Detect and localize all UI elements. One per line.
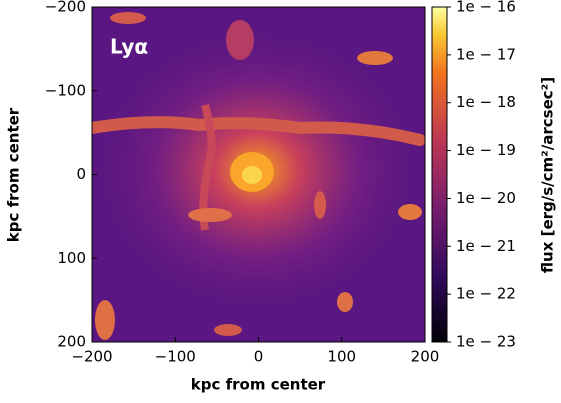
clump (337, 292, 353, 312)
clump (110, 12, 146, 24)
colorbar-tick-label: 1e − 21 (456, 237, 516, 255)
x-tick-label: 200 (411, 348, 440, 366)
colorbar (431, 6, 448, 343)
colorbar-tick-label: 1e − 18 (456, 93, 516, 111)
image (92, 7, 425, 342)
colorbar-tick-label: 1e − 23 (456, 333, 516, 351)
x-tick-label: 0 (254, 348, 264, 366)
clump (214, 324, 242, 336)
colorbar-label: flux [erg/s/cm²/arcsec²] (539, 77, 557, 273)
y-axis-label: kpc from center (5, 107, 23, 242)
colorbar-tick-label: 1e − 16 (456, 0, 516, 16)
colorbar-tick-label: 1e − 22 (456, 285, 516, 303)
x-tick-label: −200 (71, 348, 112, 366)
colorbar-tick-label: 1e − 17 (456, 45, 516, 63)
clump (188, 208, 232, 222)
x-tick-label: 100 (327, 348, 356, 366)
core (242, 166, 262, 184)
clump (314, 191, 326, 219)
clump (398, 204, 422, 220)
clump (357, 51, 393, 65)
annotation: Lyα (110, 35, 148, 59)
y-tick-label: −100 (45, 81, 86, 99)
clump (226, 20, 254, 60)
y-tick-label: −200 (45, 0, 86, 16)
x-axis-label: kpc from center (191, 376, 326, 394)
y-tick-label: 200 (57, 333, 86, 351)
colorbar-tick-label: 1e − 20 (456, 189, 516, 207)
filament (92, 116, 425, 146)
y-tick-label: 0 (76, 165, 86, 183)
clump (95, 300, 115, 340)
colorbar-tick-label: 1e − 19 (456, 141, 516, 159)
y-tick-label: 100 (57, 249, 86, 267)
x-tick-label: −100 (155, 348, 196, 366)
